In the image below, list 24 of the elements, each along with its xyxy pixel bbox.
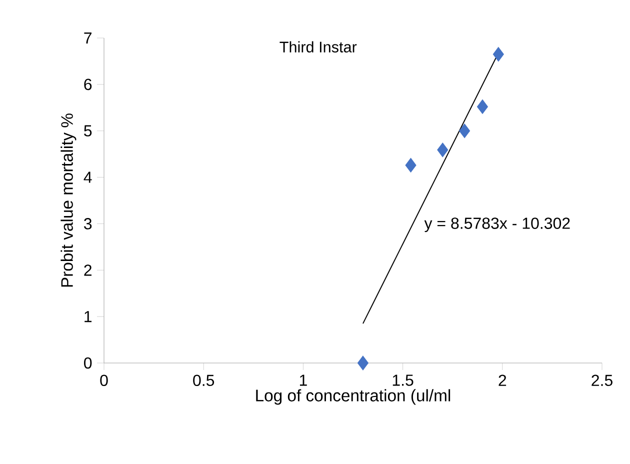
- x-tick-label: 1: [300, 374, 307, 386]
- point: [357, 356, 368, 370]
- y-tick-label: 3: [84, 218, 92, 230]
- x-tick-label: 0: [100, 374, 108, 386]
- point: [405, 158, 416, 172]
- x-tick-label: 0.5: [193, 374, 214, 386]
- chart-title: Third Instar: [280, 41, 357, 52]
- y-tick-label: 0: [84, 357, 92, 369]
- x-tick-label: 1.5: [392, 374, 414, 386]
- x-tick-label: 2.5: [592, 374, 612, 386]
- x-axis-title: Log of concentration (ul/ml: [256, 389, 450, 405]
- point: [459, 124, 470, 138]
- y-tick-label: 7: [84, 32, 92, 44]
- y-axis-title: Probit value mortality %: [60, 114, 76, 287]
- y-tick-label: 5: [84, 125, 92, 136]
- annotation: y = 8.5783x - 10.302: [424, 218, 570, 232]
- x-tick-label: 2: [498, 374, 506, 386]
- point: [492, 46, 504, 62]
- point: [437, 142, 448, 158]
- y-tick-label: 1: [84, 311, 92, 322]
- y-tick-label: 6: [84, 78, 92, 90]
- point: [476, 99, 488, 114]
- y-tick-label: 4: [84, 172, 92, 183]
- y-tick-label: 2: [84, 264, 92, 276]
